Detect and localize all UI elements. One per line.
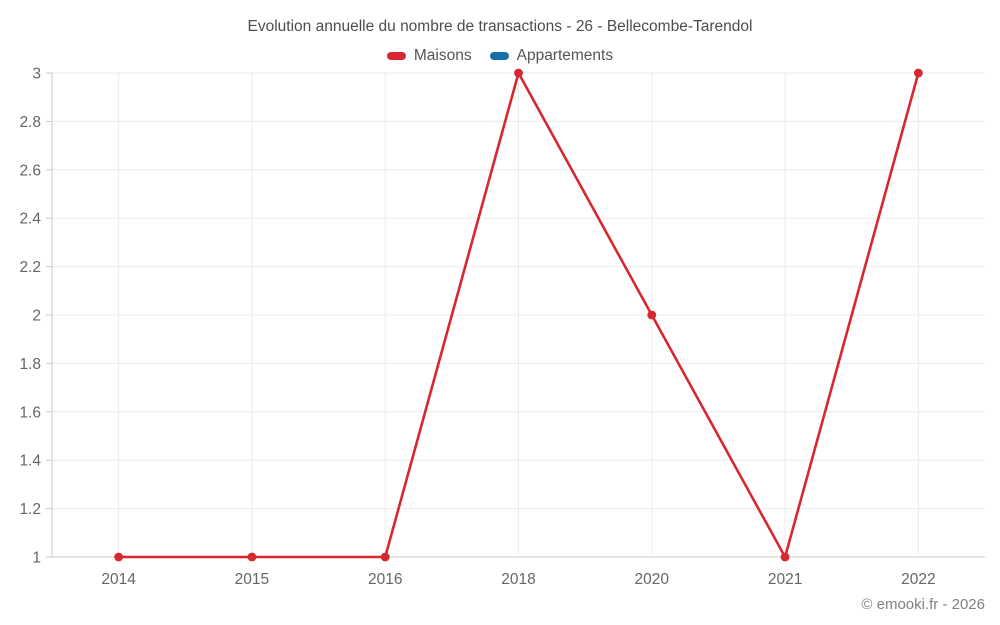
svg-text:1.8: 1.8 — [19, 356, 41, 373]
svg-text:1: 1 — [32, 550, 41, 567]
legend-label-maisons: Maisons — [413, 47, 472, 64]
svg-text:2016: 2016 — [368, 571, 402, 588]
svg-text:1.4: 1.4 — [19, 453, 41, 470]
legend: Maisons Appartements — [0, 45, 1000, 67]
maisons-swatch-icon — [386, 52, 406, 60]
svg-text:2.2: 2.2 — [19, 259, 41, 276]
svg-text:1.2: 1.2 — [19, 501, 41, 518]
svg-text:2015: 2015 — [235, 571, 269, 588]
svg-text:2.6: 2.6 — [19, 162, 41, 179]
copyright: © emooki.fr - 2026 — [861, 596, 985, 613]
legend-item-appartements[interactable]: Appartements — [489, 47, 614, 65]
svg-text:2020: 2020 — [635, 571, 670, 588]
chart-title: Evolution annuelle du nombre de transact… — [247, 18, 753, 35]
svg-text:2: 2 — [32, 308, 41, 325]
legend-item-maisons[interactable]: Maisons — [386, 47, 472, 65]
svg-text:2021: 2021 — [768, 571, 802, 588]
svg-text:2014: 2014 — [101, 571, 136, 588]
svg-text:2022: 2022 — [901, 571, 935, 588]
appartements-swatch-icon — [489, 52, 509, 60]
legend-label-appartements: Appartements — [516, 47, 614, 64]
svg-text:2.8: 2.8 — [19, 114, 41, 131]
svg-text:2.4: 2.4 — [19, 211, 41, 228]
svg-text:3: 3 — [32, 66, 41, 83]
svg-text:2018: 2018 — [501, 571, 535, 588]
svg-text:1.6: 1.6 — [19, 404, 41, 421]
